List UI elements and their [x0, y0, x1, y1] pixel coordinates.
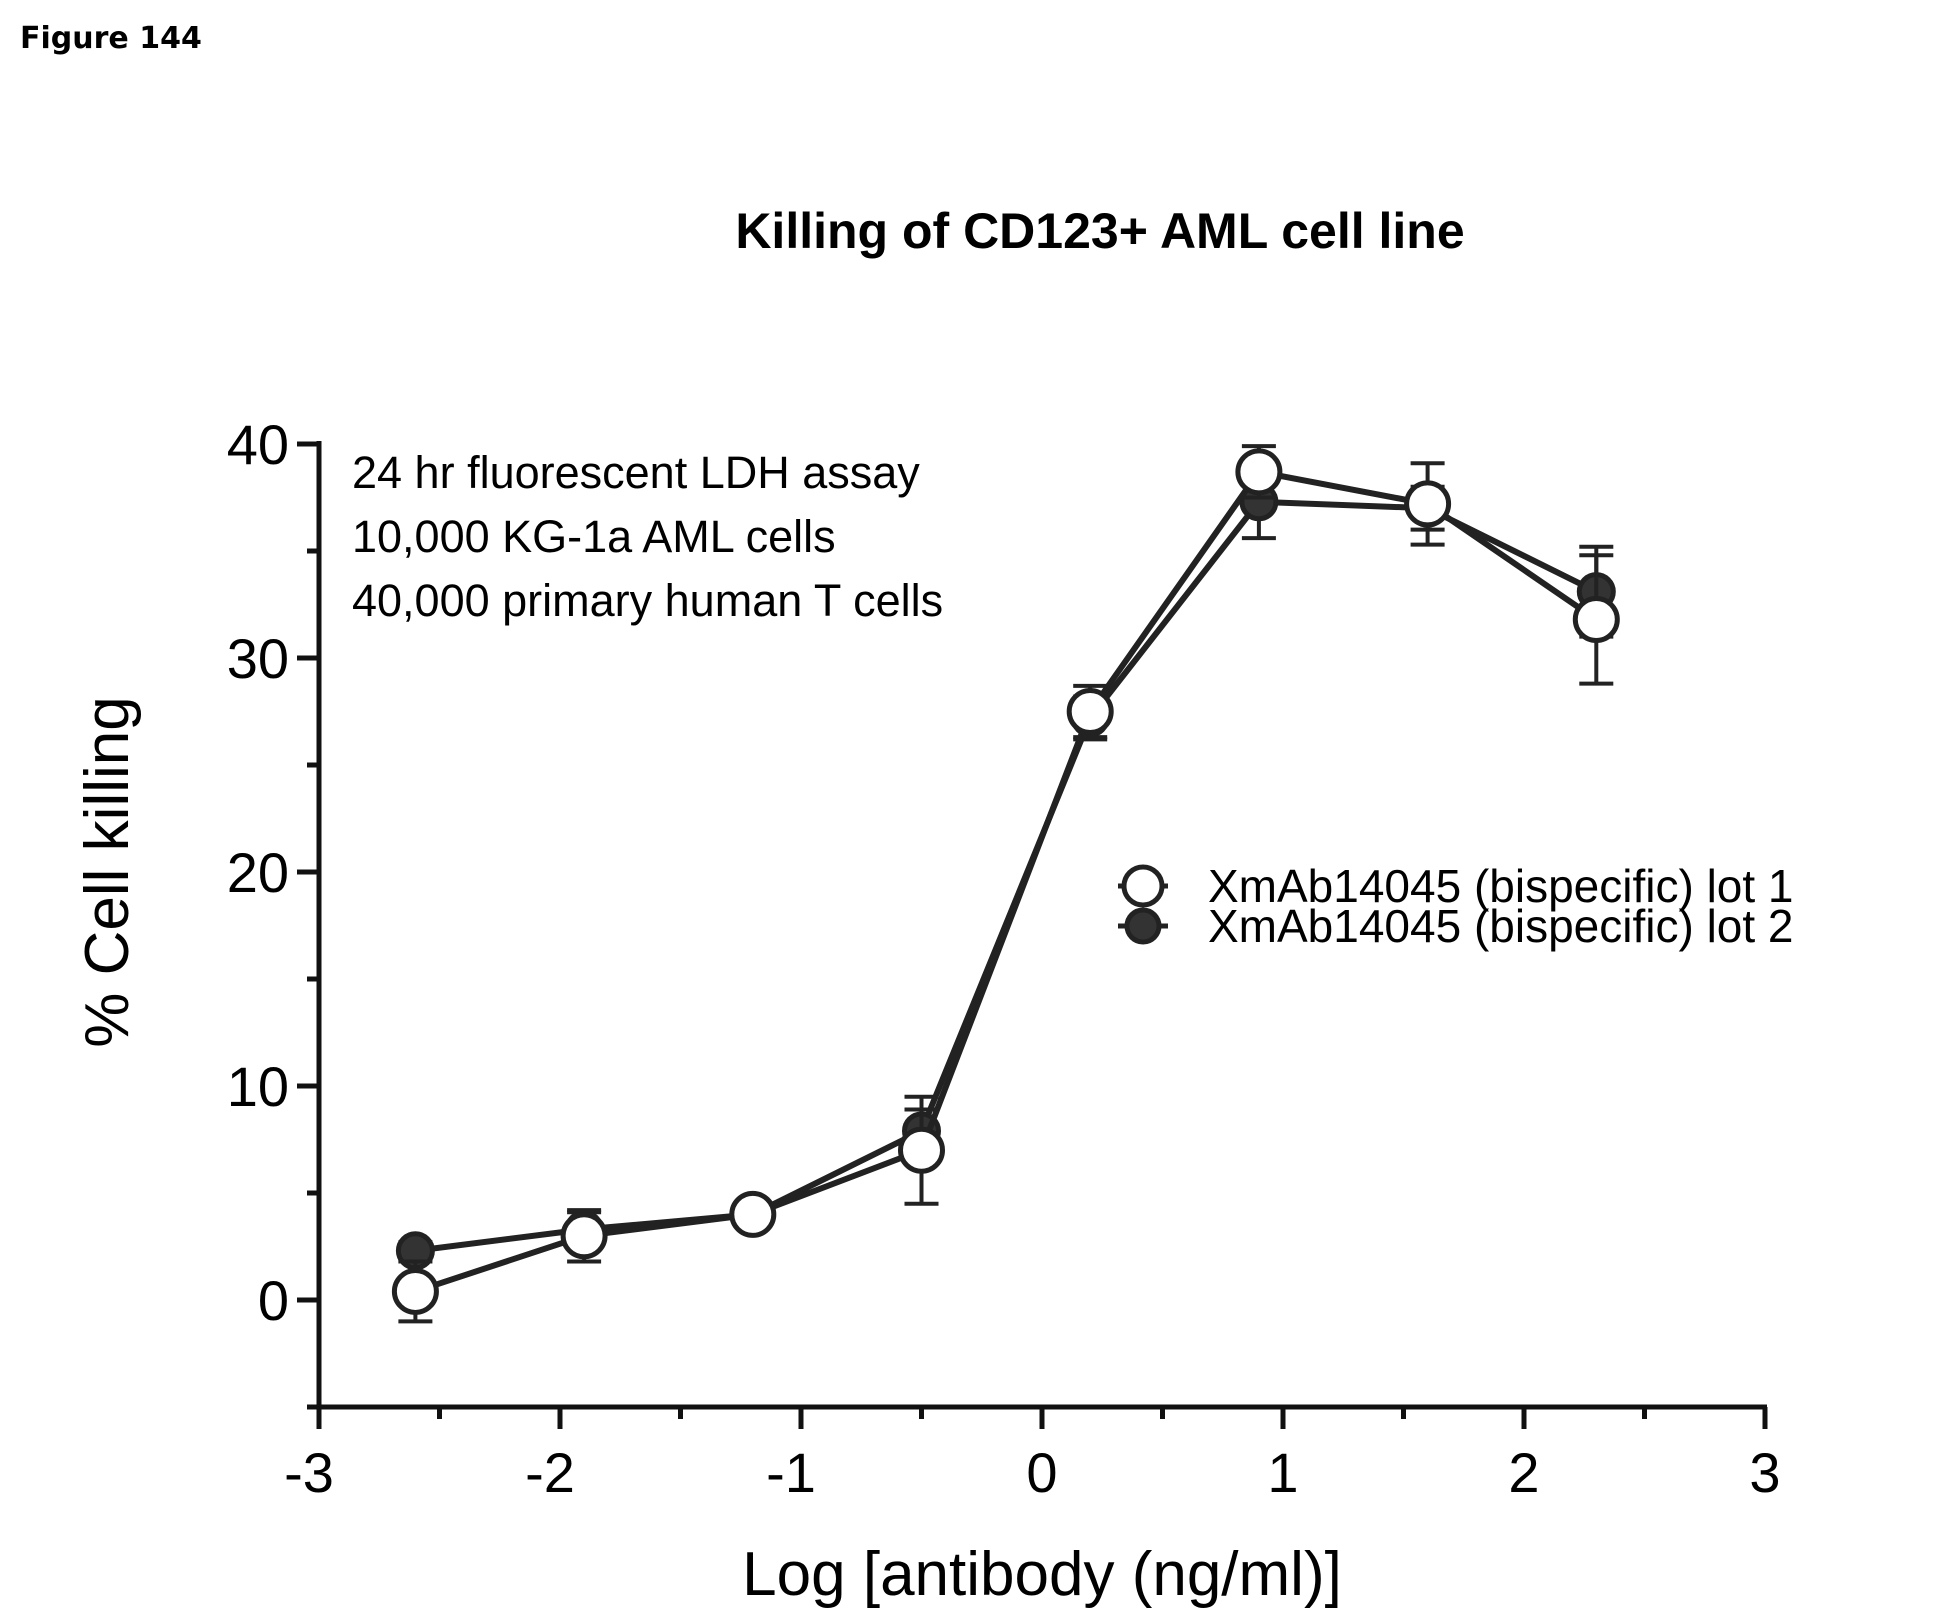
x-tick-label: 1: [1267, 1441, 1298, 1504]
series-1: [391, 444, 1620, 1324]
x-tick-label: -3: [284, 1441, 334, 1504]
y-axis-label: % Cell killing: [73, 696, 142, 1047]
y-tick-label: 10: [227, 1055, 289, 1118]
y-tick-label: 0: [258, 1269, 289, 1332]
y-tick-label: 20: [227, 841, 289, 904]
series-line: [414, 468, 1598, 1295]
data-point: [1572, 595, 1620, 643]
annotation-line: 10,000 KG-1a AML cells: [352, 511, 836, 562]
x-tick-label: 2: [1508, 1441, 1539, 1504]
figure-label: Figure 144: [20, 21, 202, 56]
legend-marker: [1121, 864, 1165, 908]
legend-marker: [1124, 907, 1162, 945]
data-point: [1404, 480, 1452, 528]
data-point: [898, 1126, 945, 1174]
data-point: [560, 1212, 608, 1260]
x-tick-label: -1: [766, 1441, 816, 1504]
data-point: [391, 1267, 439, 1315]
series-group: [391, 444, 1620, 1324]
data-point: [1235, 448, 1283, 496]
annotations: 24 hr fluorescent LDH assay 10,000 KG-1a …: [352, 447, 943, 626]
annotation-line: 24 hr fluorescent LDH assay: [352, 447, 920, 498]
x-axis-label: Log [antibody (ng/ml)]: [742, 1540, 1342, 1609]
legend-label: XmAb14045 (bispecific) lot 2: [1208, 900, 1794, 952]
y-tick-label: 40: [227, 413, 289, 476]
y-tick-label: 30: [227, 627, 289, 690]
x-tick-label: -2: [525, 1441, 575, 1504]
data-point: [729, 1190, 777, 1238]
annotation-line: 40,000 primary human T cells: [352, 575, 943, 626]
chart-title: Killing of CD123+ AML cell line: [735, 203, 1464, 259]
data-point: [1066, 688, 1114, 735]
x-tick-label: 0: [1026, 1441, 1057, 1504]
x-tick-label: 3: [1749, 1441, 1780, 1504]
legend-label: XmAb14045 (bispecific) lot 1: [1208, 860, 1794, 912]
